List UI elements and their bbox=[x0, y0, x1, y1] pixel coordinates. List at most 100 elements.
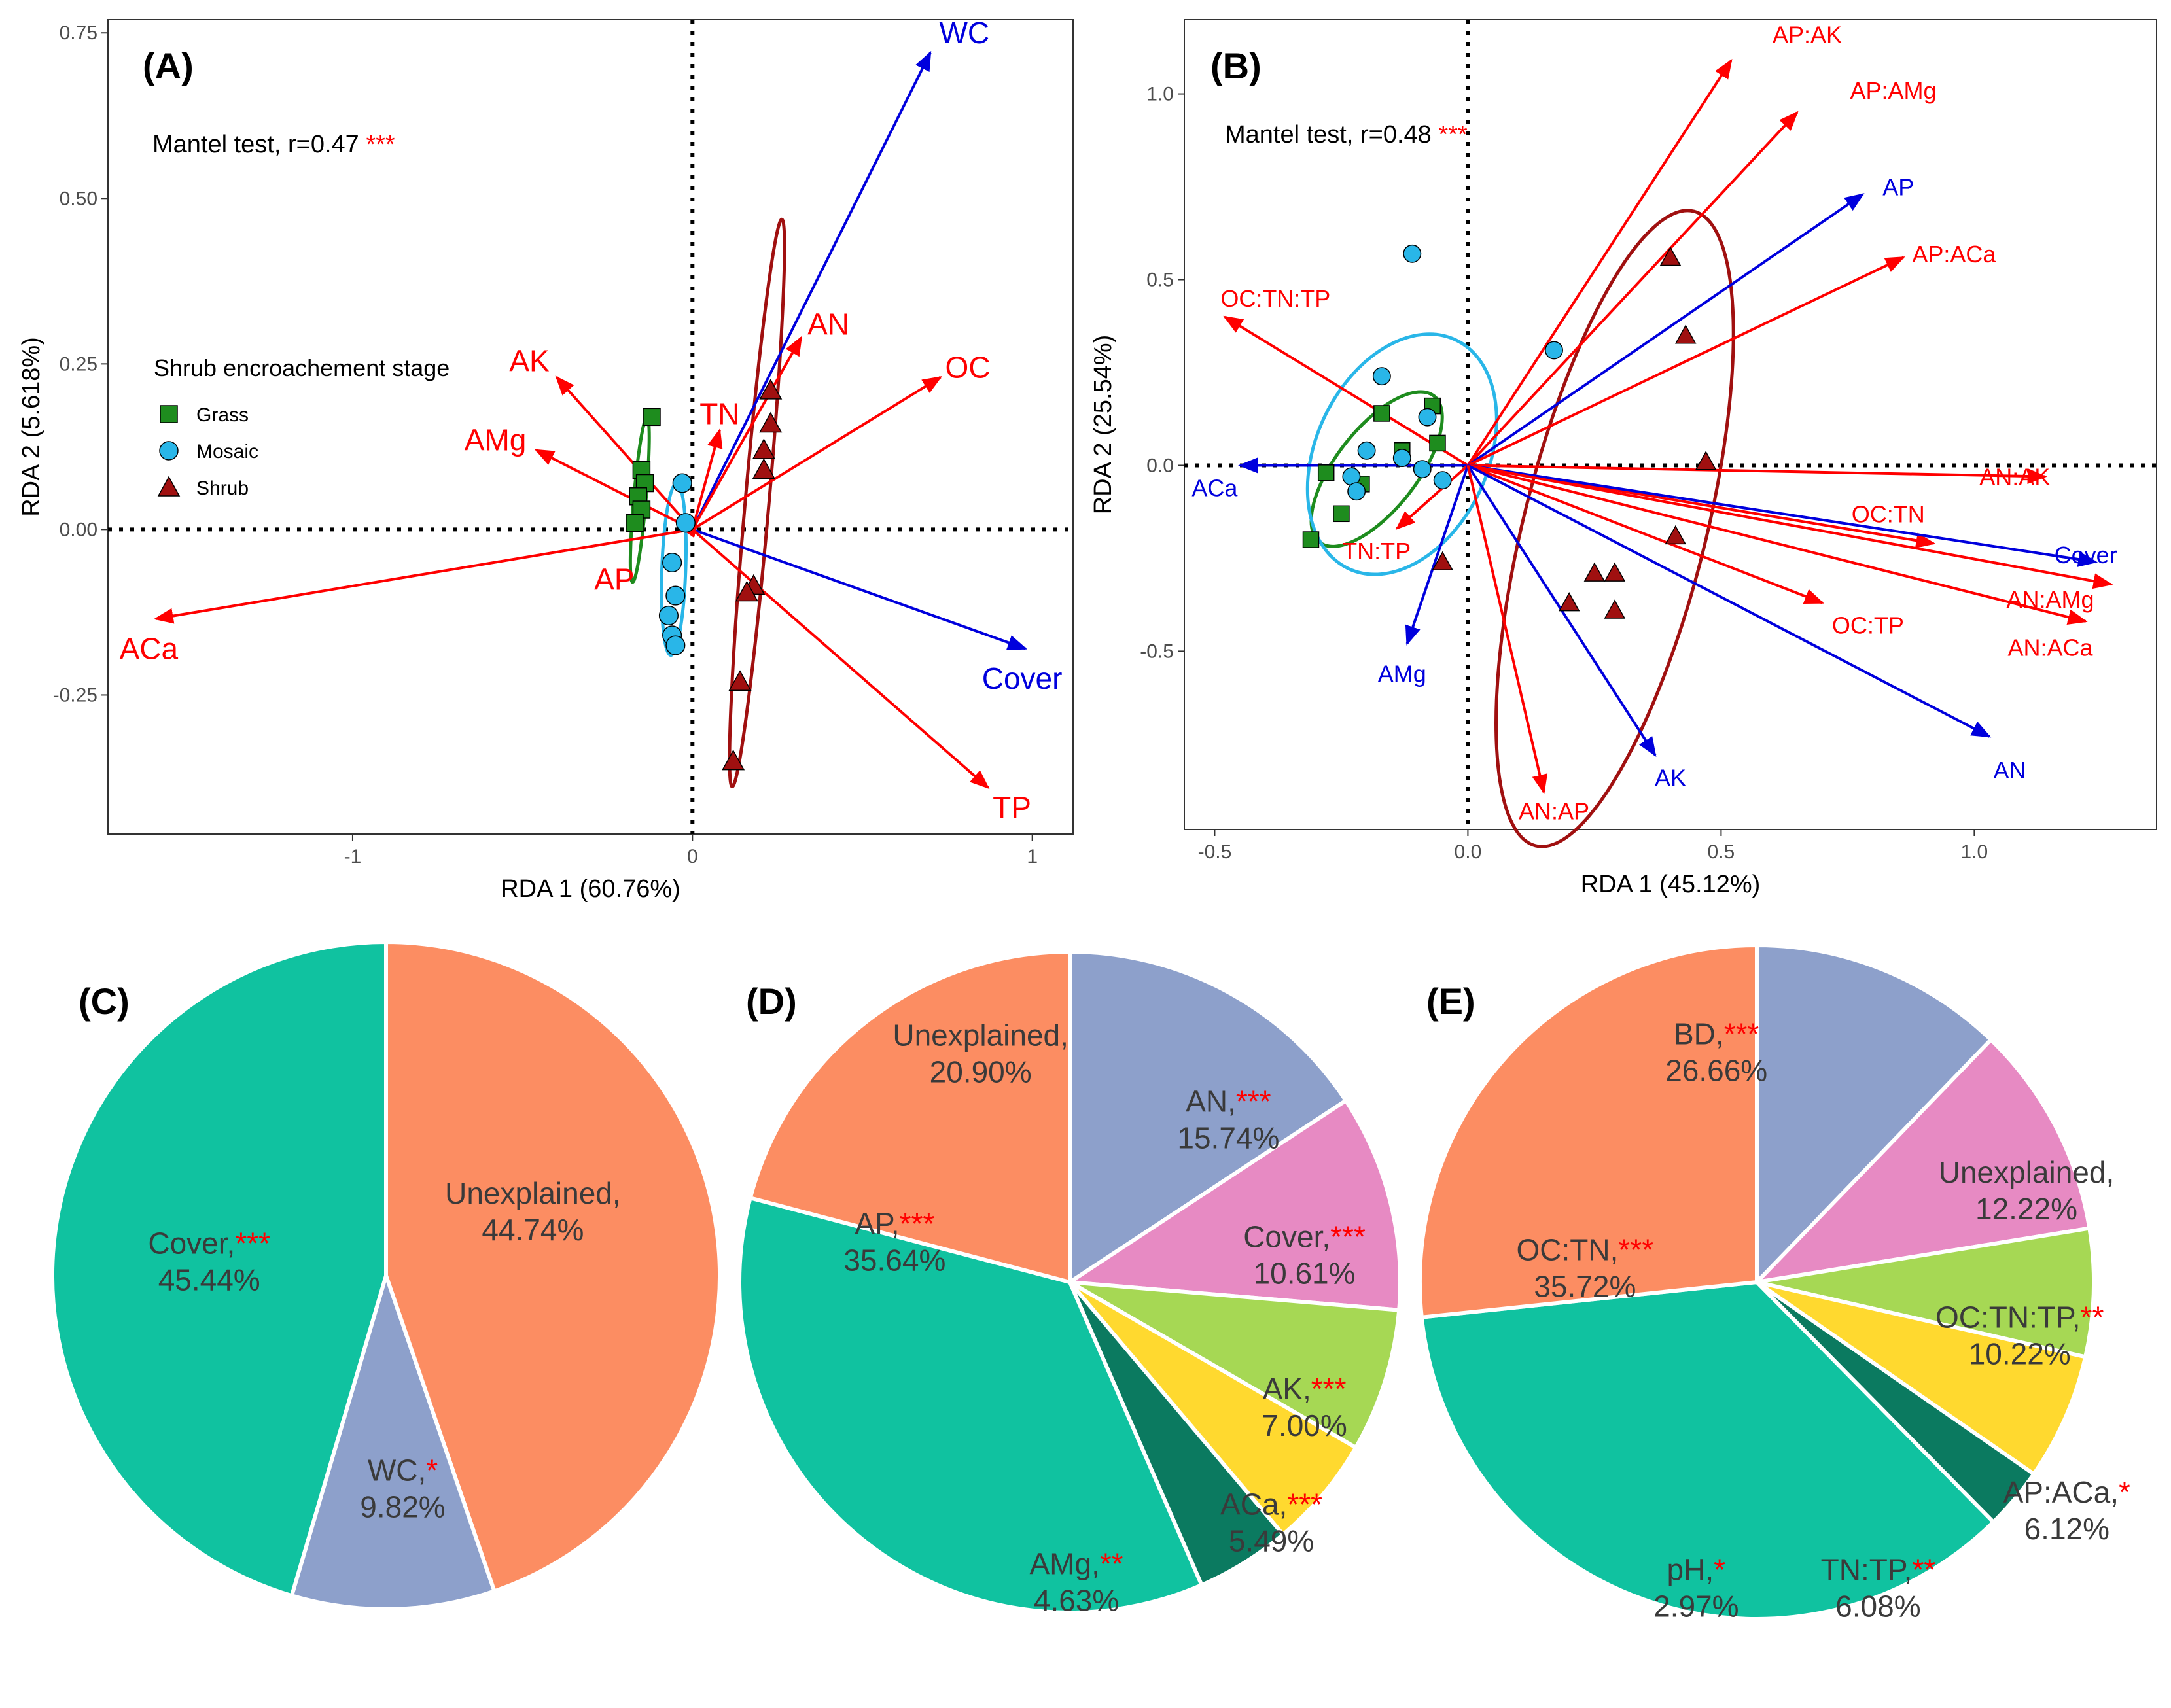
point-mosaic bbox=[672, 473, 692, 493]
legend-key-grass bbox=[160, 405, 178, 423]
vector-arrow bbox=[1395, 464, 1469, 531]
slice-name-label: OC:TN,*** bbox=[1517, 1232, 1654, 1266]
slice-percent-label: 10.22% bbox=[1969, 1336, 2071, 1370]
pie-slice-unexplained bbox=[384, 939, 722, 1594]
point-grass bbox=[643, 408, 661, 427]
vector-label: OC:TN bbox=[1852, 500, 1925, 527]
y-tick-label: 0.75 bbox=[60, 22, 97, 44]
point-shrub bbox=[1695, 451, 1717, 470]
slice-name-label: Cover,*** bbox=[1243, 1220, 1366, 1254]
vector-arrow bbox=[1467, 193, 1865, 467]
y-tick-label: 0.50 bbox=[60, 188, 97, 209]
point-shrub bbox=[735, 580, 758, 602]
slice-name-label: AP:ACa,* bbox=[2003, 1475, 2130, 1509]
y-axis-label: RDA 2 (5.618%) bbox=[18, 337, 45, 517]
slice-percent-label: 2.97% bbox=[1653, 1590, 1739, 1624]
panel-label: (B) bbox=[1210, 45, 1262, 86]
point-shrub bbox=[1674, 324, 1697, 344]
slice-name-label: AP,*** bbox=[855, 1206, 934, 1240]
vector-label: AK bbox=[1655, 764, 1686, 791]
vector-label: WC bbox=[939, 16, 989, 50]
point-shrub bbox=[752, 458, 775, 479]
point-mosaic bbox=[1418, 408, 1437, 427]
y-tick-label: 0.5 bbox=[1146, 270, 1174, 291]
significance-stars: ** bbox=[1100, 1547, 1123, 1581]
slice-name-label: TN:TP,** bbox=[1821, 1553, 1936, 1587]
vector-arrow bbox=[1405, 464, 1470, 646]
slice-percent-label: 12.22% bbox=[1975, 1192, 2077, 1226]
point-mosaic bbox=[1413, 460, 1432, 479]
vector-label: AP:AMg bbox=[1850, 77, 1937, 104]
y-tick-label: 0.25 bbox=[60, 353, 97, 375]
slice-percent-label: 7.00% bbox=[1262, 1408, 1347, 1442]
vector-label: AN:ACa bbox=[2007, 635, 2093, 661]
slice-name-label: AMg,** bbox=[1030, 1547, 1123, 1581]
pie-slice-aca bbox=[1068, 1280, 1359, 1537]
point-mosaic bbox=[1403, 244, 1422, 263]
x-tick-label: 0.5 bbox=[1708, 841, 1735, 863]
pie-panel-d: (D) AN,***15.74% Cover,***10.61% AK,***7.00… bbox=[737, 949, 1402, 1618]
point-mosaic bbox=[662, 552, 682, 573]
significance-stars: * bbox=[2119, 1475, 2130, 1509]
significance-stars: *** bbox=[900, 1206, 935, 1240]
vector-arrow bbox=[1467, 464, 1992, 738]
point-shrub bbox=[1604, 562, 1626, 582]
vector-label: Cover bbox=[982, 661, 1063, 695]
vector-label: AN:AP bbox=[1519, 798, 1589, 825]
vector-label: AP:ACa bbox=[1912, 241, 1996, 268]
slice-percent-label: 10.61% bbox=[1254, 1257, 1356, 1291]
y-axis-label: RDA 2 (25.54%) bbox=[1089, 335, 1117, 515]
point-grass bbox=[1373, 405, 1390, 422]
slice-percent-label: 6.12% bbox=[2024, 1512, 2109, 1546]
x-axis-label: RDA 1 (45.12%) bbox=[1581, 871, 1761, 898]
significance-stars: * bbox=[1714, 1553, 1725, 1587]
point-shrub bbox=[1583, 562, 1606, 582]
point-mosaic bbox=[1433, 471, 1452, 490]
slice-percent-label: 6.08% bbox=[1835, 1590, 1920, 1624]
vector-arrow bbox=[692, 528, 1028, 650]
vector-label: AN:AMg bbox=[2006, 586, 2094, 613]
panel-label: (C) bbox=[79, 981, 130, 1022]
y-tick-label: 0.00 bbox=[60, 519, 97, 540]
pie-slice-tn-tp bbox=[1756, 1280, 2088, 1477]
point-mosaic bbox=[675, 513, 696, 533]
x-tick-label: 1.0 bbox=[1961, 841, 1988, 863]
pie-slice-ak bbox=[1068, 1280, 1402, 1450]
legend-label: Mosaic bbox=[196, 441, 258, 462]
slice-percent-label: 44.74% bbox=[482, 1213, 584, 1247]
significance-stars: *** bbox=[1330, 1220, 1366, 1254]
vector-arrow bbox=[1468, 464, 2113, 589]
slice-name-label: Unexplained, bbox=[1939, 1155, 2115, 1189]
point-shrub bbox=[728, 670, 752, 691]
vector-label: AP:AK bbox=[1773, 22, 1842, 48]
point-mosaic bbox=[1545, 341, 1563, 360]
significance-stars: ** bbox=[2081, 1300, 2104, 1334]
point-mosaic bbox=[1392, 449, 1411, 468]
pie-panel-e: (E) Unexplained,12.22% OC:TN:TP,**10.22% AP… bbox=[1418, 943, 2130, 1624]
significance-stars: *** bbox=[1236, 1085, 1271, 1119]
significance-stars: *** bbox=[366, 131, 395, 158]
confidence-ellipse-shrub bbox=[1494, 209, 1735, 848]
slice-percent-label: 45.44% bbox=[158, 1263, 260, 1297]
slice-name-label: AN,*** bbox=[1186, 1085, 1271, 1119]
vector-arrow bbox=[691, 528, 990, 790]
plot-border bbox=[1184, 19, 2157, 830]
point-shrub bbox=[759, 379, 783, 400]
slice-percent-label: 5.49% bbox=[1229, 1524, 1314, 1558]
vector-arrow bbox=[1467, 464, 2088, 625]
mantel-test-text: Mantel test, r=0.48 *** bbox=[1225, 121, 1468, 148]
y-tick-label: -0.25 bbox=[53, 684, 97, 706]
vector-arrow bbox=[1466, 111, 1799, 466]
vector-label: ACa bbox=[1191, 475, 1238, 502]
pie-slice-cover bbox=[50, 939, 388, 1598]
vector-label: ACa bbox=[120, 632, 179, 666]
vector-arrow bbox=[1468, 464, 2098, 567]
vector-label: OC:TP bbox=[1832, 612, 1904, 639]
point-grass bbox=[1333, 505, 1350, 523]
significance-stars: *** bbox=[1724, 1017, 1759, 1051]
slice-percent-label: 35.64% bbox=[843, 1243, 945, 1277]
point-mosaic bbox=[665, 635, 686, 655]
legend: Shrub encroachement stage Grass Mosaic Shru… bbox=[154, 355, 450, 499]
vector-arrow bbox=[1466, 58, 1733, 466]
